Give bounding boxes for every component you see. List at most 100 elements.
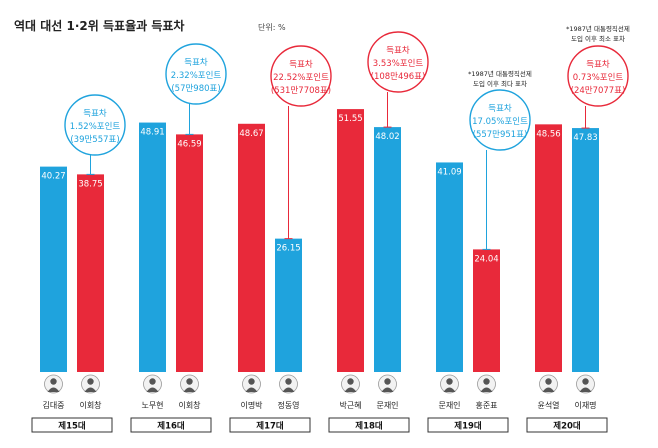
election-label: 제18대: [355, 421, 383, 432]
election-label-box: [328, 417, 410, 433]
gap-note: *1987년 대통령직선제: [566, 24, 630, 33]
gap-points: 2.32%포인트: [171, 70, 222, 81]
bar-value-label: 51.55: [338, 114, 362, 124]
gap-bubble: [567, 45, 629, 107]
bar-1-0: [139, 122, 166, 373]
election-label: 제20대: [553, 421, 581, 432]
gap-bubble: [64, 94, 126, 156]
candidate-name: 이명박: [240, 400, 263, 410]
candidate-name: 이회창: [79, 400, 102, 410]
portrait-head: [384, 378, 391, 385]
election-label-box: [427, 417, 509, 433]
portrait-body: [344, 387, 357, 392]
election-label: 제17대: [256, 421, 284, 432]
election-label-box: [31, 417, 113, 433]
bar-value-label: 40.27: [41, 172, 65, 182]
gap-title: 득표차: [488, 104, 512, 114]
candidate-name: 이재명: [574, 400, 596, 410]
gap-note: 도입 이후 최다 표차: [473, 79, 527, 88]
bar-3-0: [337, 109, 364, 372]
gap-votes: (557만951표): [473, 130, 528, 140]
portrait-body: [542, 387, 555, 392]
candidate-name: 박근혜: [339, 400, 361, 410]
gap-points: 1.52%포인트: [70, 121, 121, 132]
bar-5-1: [572, 128, 599, 372]
portrait-head: [87, 378, 94, 385]
candidate-name: 홍준표: [475, 400, 497, 410]
portrait-head: [347, 378, 354, 385]
candidate-name: 문재인: [438, 400, 460, 410]
election-label-box: [229, 417, 311, 433]
bar-1-1: [176, 134, 203, 372]
portrait-body: [47, 387, 60, 392]
bar-value-label: 46.59: [177, 139, 201, 149]
portrait-body: [84, 387, 97, 392]
gap-points: 0.73%포인트: [573, 72, 624, 83]
candidate-name: 이회창: [178, 400, 201, 410]
unit-label: 단위: %: [258, 22, 286, 32]
bar-value-label: 47.83: [573, 133, 597, 143]
gap-votes: (108만496표): [371, 72, 426, 82]
gap-bubble: [469, 89, 531, 151]
portrait-head: [446, 378, 453, 385]
election-label-box: [130, 417, 212, 433]
bar-2-1: [275, 238, 302, 372]
gap-votes: (531만7708표): [271, 86, 331, 96]
gap-votes: (57만980표): [171, 84, 220, 94]
election-label: 제15대: [58, 421, 86, 432]
bar-value-label: 26.15: [276, 244, 300, 254]
gap-title: 득표차: [386, 46, 410, 56]
bar-2-0: [238, 123, 265, 373]
bar-value-label: 41.09: [437, 167, 461, 177]
candidate-name: 김대중: [42, 400, 64, 410]
portrait-body: [443, 387, 456, 392]
gap-points: 3.53%포인트: [373, 58, 424, 69]
bar-5-0: [535, 124, 562, 373]
gap-note: *1987년 대통령직선제: [468, 69, 532, 78]
gap-title: 득표차: [289, 60, 313, 70]
gap-note: 도입 이후 최소 표차: [571, 34, 625, 43]
gap-title: 득표차: [586, 60, 610, 70]
gap-title: 득표차: [83, 109, 107, 119]
portrait-body: [183, 387, 196, 392]
portrait-body: [579, 387, 592, 392]
gap-title: 득표차: [184, 58, 208, 68]
portrait-body: [245, 387, 258, 392]
bar-0-0: [40, 166, 67, 372]
portrait-body: [480, 387, 493, 392]
portrait-head: [582, 378, 589, 385]
portrait-head: [149, 378, 156, 385]
election-label: 제19대: [454, 421, 482, 432]
bar-0-1: [77, 174, 104, 372]
gap-points: 22.52%포인트: [273, 72, 329, 83]
candidate-name: 노무현: [141, 401, 163, 410]
bar-3-1: [374, 127, 401, 373]
chart-title: 역대 대선 1·2위 득표율과 득표차: [14, 18, 184, 33]
candidate-name: 윤석열: [537, 400, 559, 410]
bar-value-label: 48.91: [140, 128, 164, 138]
gap-bubble: [270, 45, 332, 107]
candidate-name: 정동영: [277, 400, 299, 410]
election-label-box: [526, 417, 608, 433]
bar-value-label: 48.56: [536, 129, 560, 139]
portrait-head: [248, 378, 255, 385]
gap-votes: (24만7077표): [571, 86, 626, 96]
election-label: 제16대: [157, 421, 185, 432]
portrait-body: [381, 387, 394, 392]
gap-votes: (39만557표): [70, 135, 119, 145]
gap-points: 17.05%포인트: [472, 116, 528, 127]
bar-value-label: 24.04: [474, 254, 498, 264]
portrait-head: [483, 378, 490, 385]
gap-bubble: [165, 43, 227, 105]
bar-value-label: 48.02: [375, 132, 399, 142]
portrait-head: [545, 378, 552, 385]
portrait-head: [50, 378, 57, 385]
portrait-head: [186, 378, 193, 385]
bar-value-label: 48.67: [239, 129, 263, 139]
portrait-body: [146, 387, 159, 392]
bar-4-0: [436, 162, 463, 372]
portrait-body: [282, 387, 295, 392]
portrait-head: [285, 378, 292, 385]
gap-bubble: [367, 31, 429, 93]
